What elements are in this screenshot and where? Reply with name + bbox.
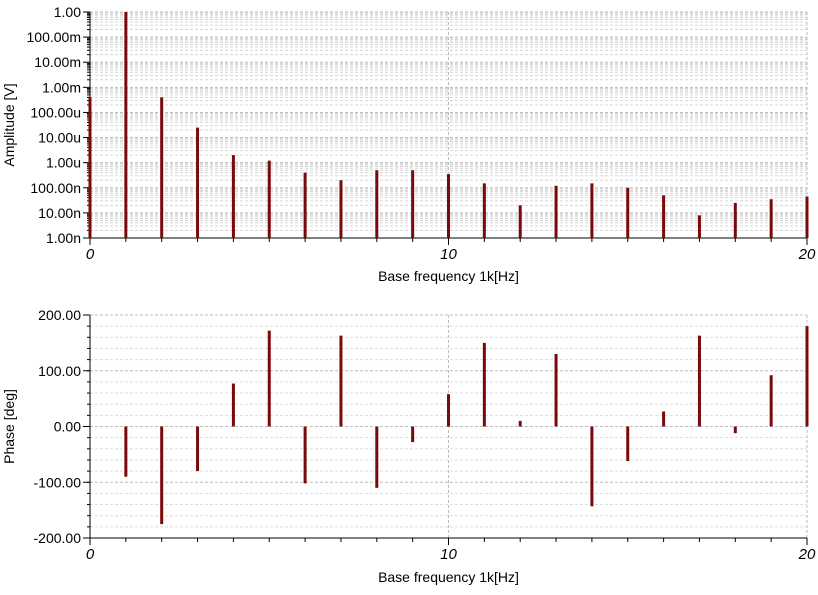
amplitude-y-tick-label: 1.00u — [46, 155, 81, 171]
phase-y-tick-label: 0.00 — [54, 419, 81, 435]
amplitude-y-tick-label: 10.00u — [38, 130, 81, 146]
amplitude-y-tick-label: 100.00n — [30, 180, 81, 196]
phase-x-tick-label: 20 — [798, 546, 816, 563]
amplitude-y-tick-label: 100.00u — [30, 104, 81, 120]
phase-x-tick-label: 10 — [440, 546, 457, 563]
amplitude-x-tick-label: 0 — [86, 246, 95, 263]
phase-y-tick-label: -100.00 — [34, 474, 82, 490]
amplitude-y-tick-label: 1.00 — [54, 4, 81, 20]
phase-y-tick-label: -200.00 — [34, 530, 82, 546]
phase-y-axis-label: Phase [deg] — [1, 389, 17, 464]
amplitude-x-tick-label: 20 — [798, 246, 816, 263]
amplitude-y-tick-label: 10.00n — [38, 205, 81, 221]
phase-x-tick-label: 0 — [86, 546, 95, 563]
amplitude-y-axis-label: Amplitude [V] — [1, 83, 17, 166]
amplitude-y-tick-label: 10.00m — [34, 54, 81, 70]
amplitude-x-axis-label: Base frequency 1k[Hz] — [378, 268, 519, 284]
amplitude-y-tick-label: 100.00m — [27, 29, 81, 45]
amplitude-plot: 1.00n 10.00n 100.00n 1.00u 10.00u 100.00u 1.00… — [1, 4, 816, 284]
phase-x-axis-label: Base frequency 1k[Hz] — [378, 569, 519, 585]
phase-y-tick-label: 100.00 — [38, 363, 81, 379]
phase-y-tick-label: 200.00 — [38, 307, 81, 323]
phase-plot: -200.00 -100.00 0.00 100.00 200.00 0 10 20 Base … — [1, 307, 816, 585]
amplitude-x-tick-label: 10 — [440, 246, 457, 263]
amplitude-y-tick-label: 1.00n — [46, 230, 81, 246]
amplitude-y-tick-label: 1.00m — [42, 79, 81, 95]
